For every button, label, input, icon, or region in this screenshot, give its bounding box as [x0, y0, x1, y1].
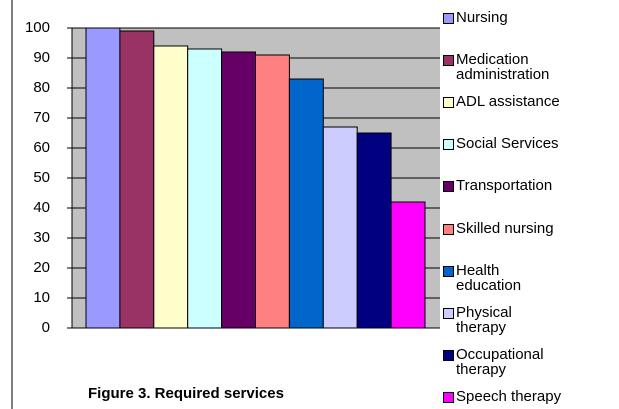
y-tick-label: 30: [33, 229, 50, 246]
legend-label: Nursing: [456, 9, 508, 26]
legend-label: ADL assistance: [456, 93, 560, 111]
bar: [288, 78, 324, 329]
legend-label: Health education: [456, 261, 522, 294]
bar: [119, 30, 155, 329]
legend-label: Social Services: [456, 135, 559, 153]
bar: [390, 201, 426, 329]
legend-label: Occupational therapy: [456, 345, 544, 378]
y-tick-label: 80: [33, 79, 50, 96]
y-tick-label: 20: [33, 259, 50, 276]
bar: [85, 27, 121, 329]
legend-swatch: [443, 349, 454, 361]
legend-label: Transportation: [456, 177, 553, 195]
y-tick-label: 0: [42, 319, 50, 336]
bar: [221, 51, 257, 329]
y-tick-label: 50: [33, 169, 50, 186]
legend-swatch: [443, 139, 454, 151]
y-tick-label: 40: [33, 199, 50, 216]
legend-label: Skilled nursing: [456, 219, 554, 237]
legend-swatch: [443, 223, 454, 235]
chart-title: Figure 3. Required services: [88, 385, 284, 402]
y-tick-label: 70: [33, 109, 50, 126]
legend-swatch: [443, 13, 454, 24]
bar: [255, 54, 290, 329]
legend-swatch: [443, 265, 454, 277]
legend-label: Speech therapy: [456, 387, 562, 405]
legend-swatch: [443, 307, 454, 319]
legend-swatch: [443, 97, 454, 109]
bar: [153, 45, 189, 329]
legend-label: Medication administration: [456, 51, 550, 84]
y-tick-label: 60: [33, 139, 50, 156]
bar: [187, 48, 223, 329]
legend-swatch: [443, 181, 454, 193]
y-tick-label: 90: [33, 49, 50, 66]
legend-swatch: [443, 55, 454, 67]
legend-swatch: [443, 391, 454, 403]
bar: [356, 132, 392, 329]
legend-label: Physical therapy: [456, 303, 512, 336]
bar: [322, 126, 358, 329]
y-tick-label: 100: [25, 19, 50, 36]
y-tick-label: 10: [33, 289, 50, 306]
